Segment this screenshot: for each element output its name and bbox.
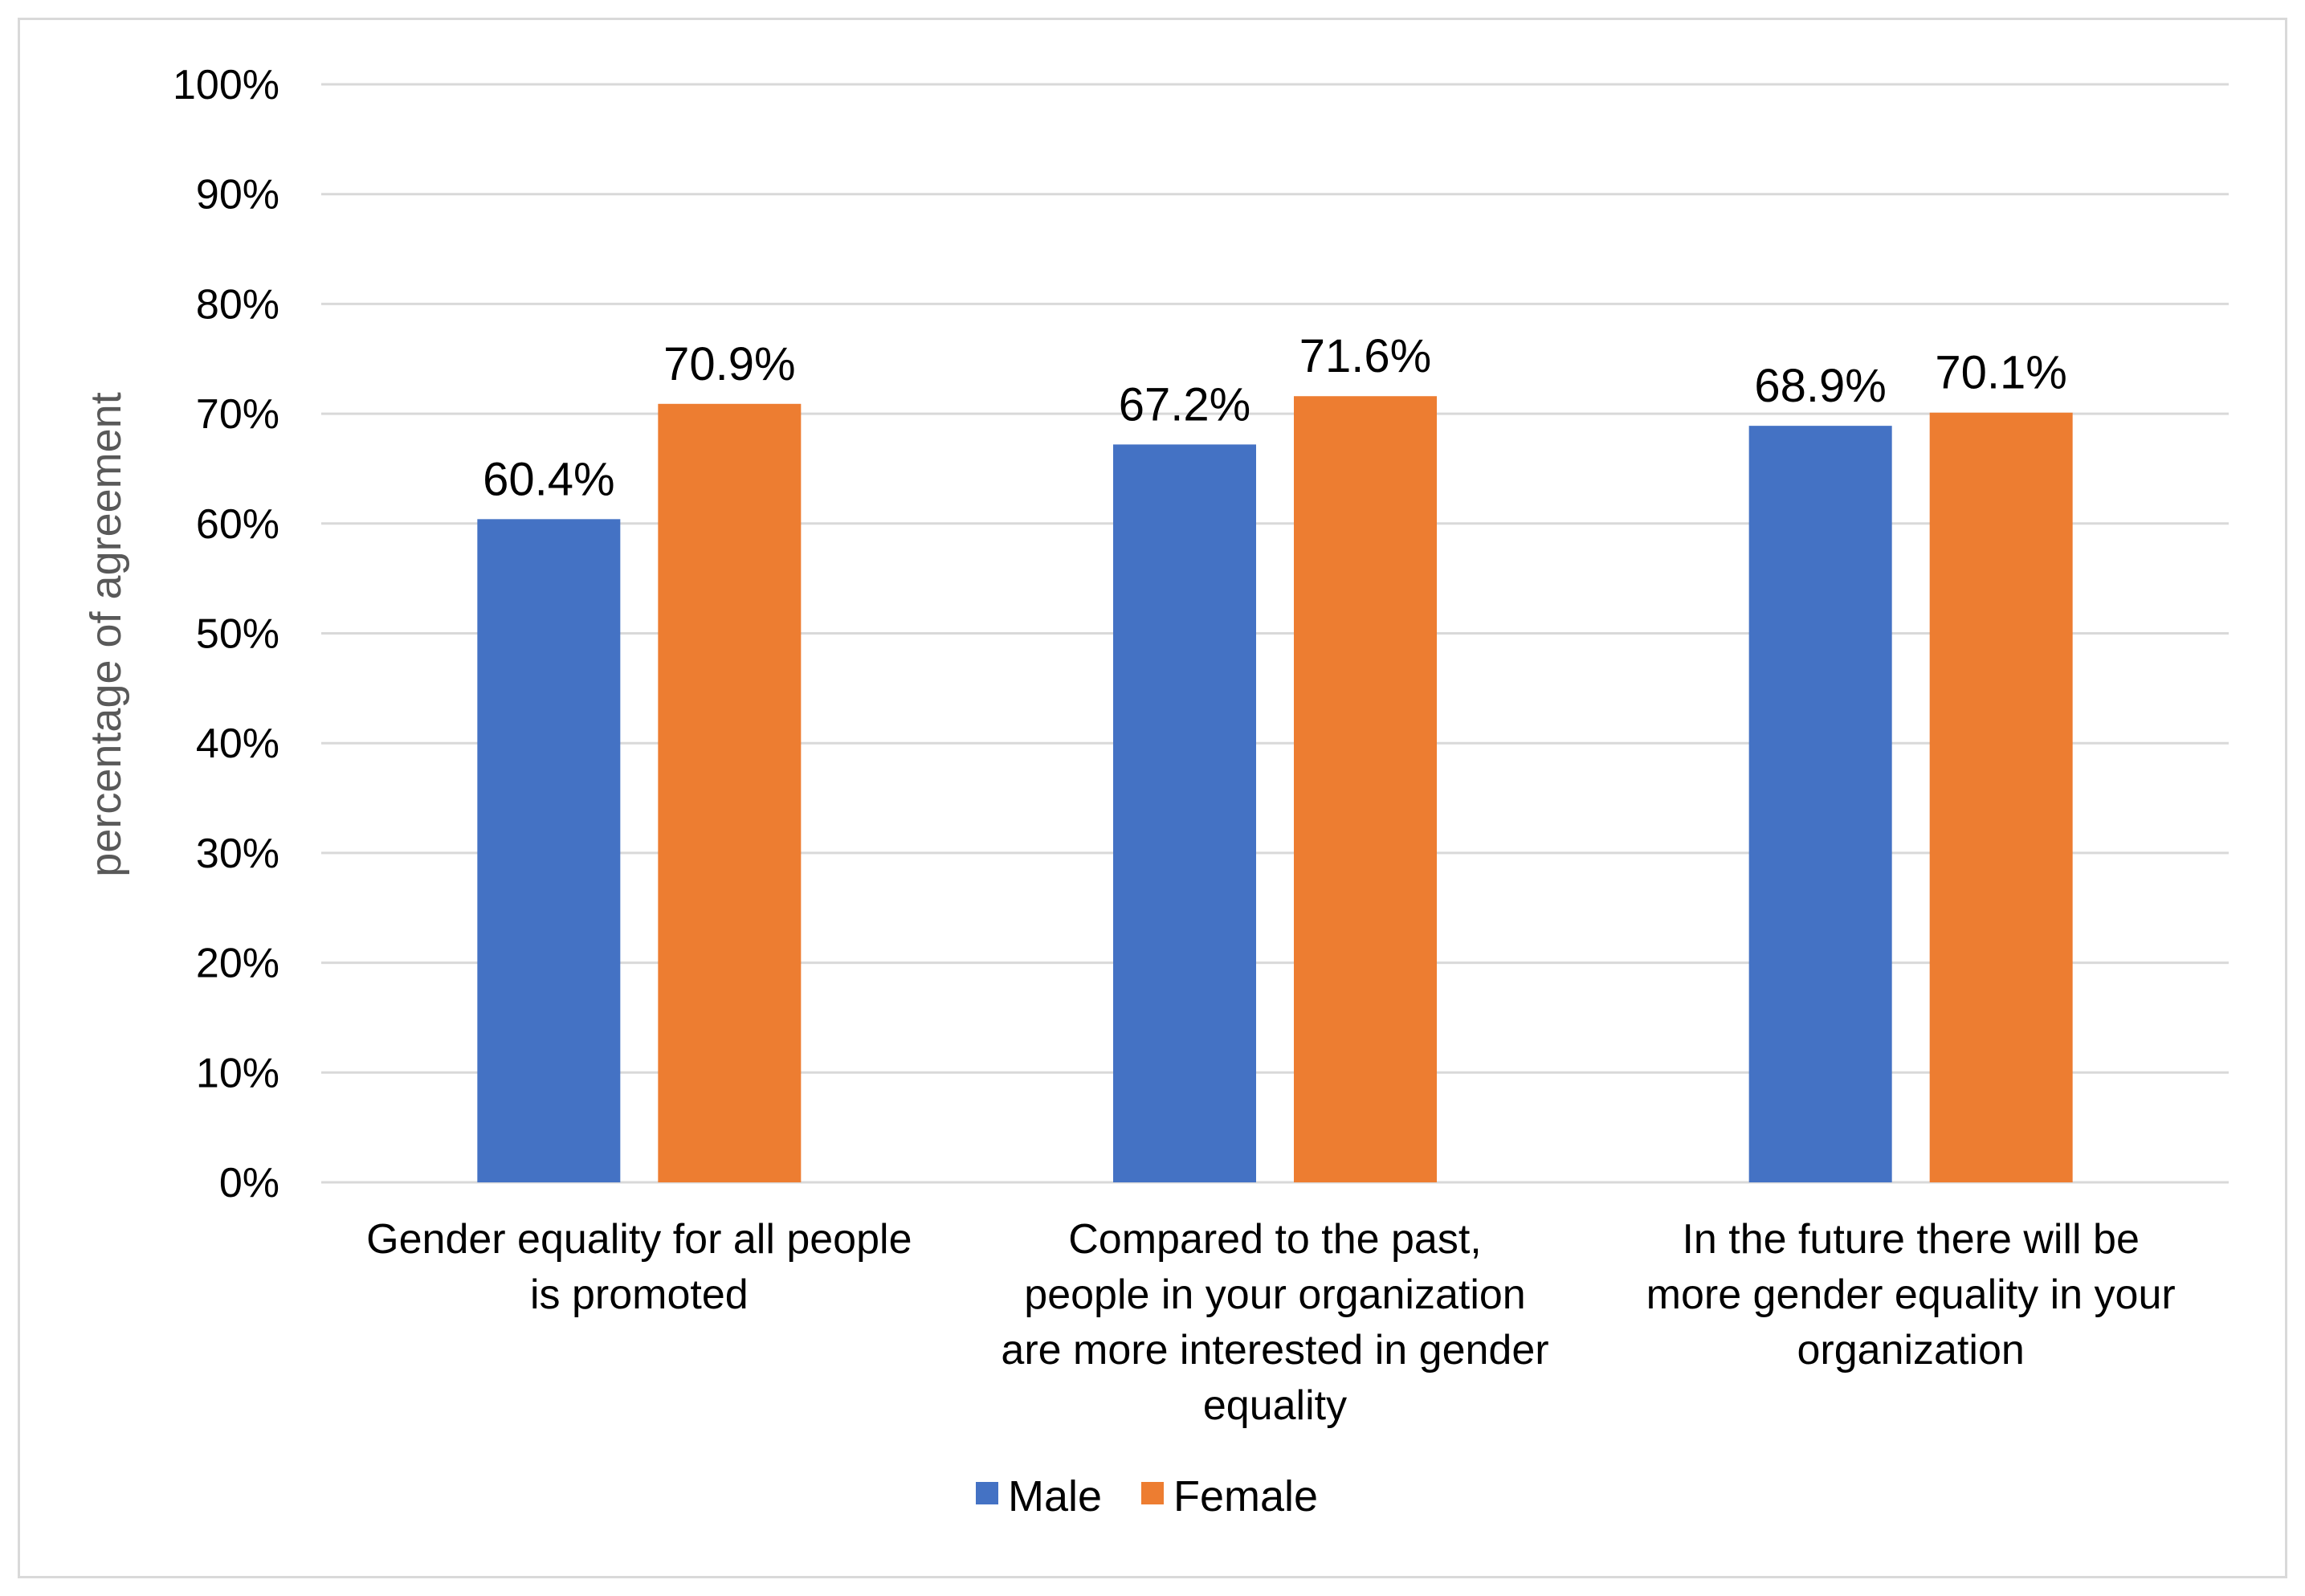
y-tick-label: 100% bbox=[173, 62, 279, 108]
gridlines bbox=[321, 83, 2229, 1184]
data-label: 70.1% bbox=[1935, 347, 2066, 399]
y-tick-label: 50% bbox=[196, 611, 279, 658]
category-label-line: people in your organization bbox=[1024, 1271, 1525, 1318]
bar-female bbox=[1294, 396, 1437, 1182]
category-label-line: equality bbox=[1203, 1382, 1347, 1429]
category-label-line: Compared to the past, bbox=[1068, 1216, 1482, 1263]
y-tick-label: 70% bbox=[196, 391, 279, 438]
data-labels: 60.4% 70.9% 67.2% 71.6% 68.9% 70.1% bbox=[483, 330, 2067, 505]
category-label-line: is promoted bbox=[530, 1271, 749, 1318]
bar-female bbox=[658, 403, 802, 1182]
legend-swatch-male bbox=[976, 1482, 998, 1504]
x-category-label: Gender equality for all people is promote… bbox=[366, 1216, 912, 1318]
x-axis-category-labels: Gender equality for all people is promote… bbox=[366, 1216, 2176, 1429]
x-category-label: Compared to the past, people in your orga… bbox=[1001, 1216, 1548, 1429]
data-label: 71.6% bbox=[1299, 330, 1431, 382]
legend-swatch-female bbox=[1141, 1482, 1164, 1504]
category-label-line: In the future there will be bbox=[1682, 1216, 2139, 1263]
data-label: 70.9% bbox=[663, 338, 795, 390]
x-category-label: In the future there will be more gender e… bbox=[1646, 1216, 2176, 1374]
y-tick-label: 60% bbox=[196, 501, 279, 548]
bar-male bbox=[477, 519, 621, 1182]
data-label: 68.9% bbox=[1754, 360, 1886, 412]
y-tick-label: 90% bbox=[196, 172, 279, 218]
category-label-line: more gender equality in your bbox=[1646, 1271, 2176, 1318]
category-label-line: are more interested in gender bbox=[1001, 1327, 1548, 1374]
y-tick-label: 30% bbox=[196, 831, 279, 877]
bar-male bbox=[1113, 444, 1256, 1182]
bars bbox=[477, 396, 2073, 1182]
y-tick-label: 80% bbox=[196, 281, 279, 328]
y-tick-label: 10% bbox=[196, 1050, 279, 1096]
legend-label-female: Female bbox=[1173, 1472, 1318, 1520]
data-label: 67.2% bbox=[1119, 378, 1250, 431]
legend-label-male: Male bbox=[1008, 1472, 1102, 1520]
category-label-line: Gender equality for all people bbox=[366, 1216, 912, 1263]
y-tick-label: 20% bbox=[196, 941, 279, 987]
y-axis-tick-labels: 0% 10% 20% 30% 40% 50% 60% 70% 80% 90% 100% bbox=[173, 62, 279, 1206]
y-axis-title: percentage of agreement bbox=[82, 392, 130, 876]
bar-male bbox=[1748, 426, 1892, 1182]
y-tick-label: 0% bbox=[219, 1160, 279, 1206]
data-label: 60.4% bbox=[483, 453, 614, 505]
bar-female bbox=[1929, 412, 2073, 1182]
category-label-line: organization bbox=[1797, 1327, 2025, 1374]
y-tick-label: 40% bbox=[196, 720, 279, 767]
legend: Male Female bbox=[976, 1472, 1318, 1520]
